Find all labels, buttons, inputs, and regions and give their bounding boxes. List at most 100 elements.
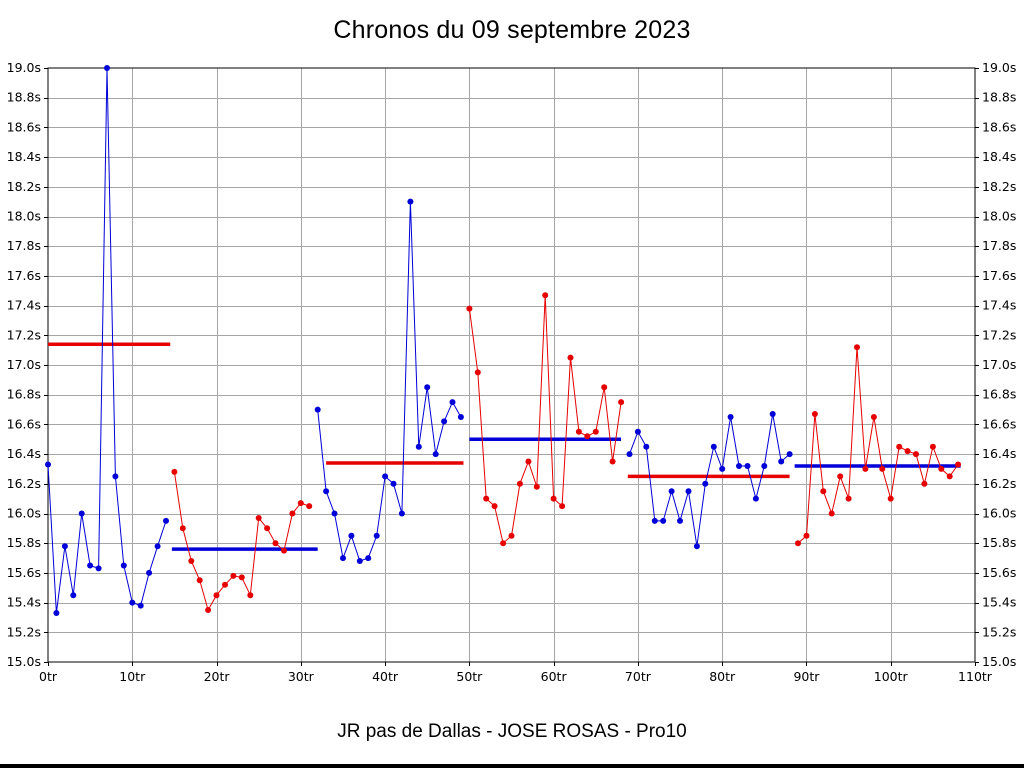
lap-point bbox=[702, 480, 709, 487]
x-tick-label: 40tr bbox=[372, 669, 399, 684]
lap-point bbox=[921, 480, 928, 487]
x-tick-label: 10tr bbox=[119, 669, 146, 684]
lap-point bbox=[340, 555, 346, 562]
lap-point bbox=[525, 458, 532, 465]
y-tick-label-left: 15.6s bbox=[7, 565, 41, 580]
lap-point bbox=[415, 443, 422, 450]
axis-ticks bbox=[44, 68, 979, 666]
lap-point bbox=[45, 461, 51, 468]
y-tick-label-right: 16.0s bbox=[982, 506, 1016, 521]
x-tick-label: 110tr bbox=[958, 669, 993, 684]
lap-point bbox=[904, 448, 911, 455]
lap-point bbox=[719, 465, 726, 472]
y-tick-label-right: 16.8s bbox=[982, 387, 1016, 402]
lap-point bbox=[70, 592, 77, 599]
lap-point bbox=[87, 562, 94, 569]
y-tick-label-left: 18.0s bbox=[7, 209, 41, 224]
x-tick-label: 50tr bbox=[456, 669, 483, 684]
lap-point bbox=[601, 384, 608, 391]
x-tick-label: 0tr bbox=[39, 669, 58, 684]
lap-point bbox=[365, 555, 372, 562]
lap-point bbox=[407, 198, 414, 205]
y-tick-label-right: 16.4s bbox=[982, 446, 1016, 461]
lap-point bbox=[289, 510, 296, 517]
lap-point bbox=[693, 543, 700, 550]
y-tick-label-left: 18.8s bbox=[7, 90, 41, 105]
x-tick-label: 90tr bbox=[793, 669, 820, 684]
lap-point bbox=[491, 503, 498, 510]
lap-point bbox=[668, 488, 675, 495]
y-tick-label-left: 15.2s bbox=[7, 624, 41, 639]
lap-point bbox=[896, 443, 903, 450]
series-segment-5 bbox=[626, 411, 793, 550]
lap-point bbox=[744, 463, 751, 469]
lap-point bbox=[78, 510, 85, 517]
y-tick-label-right: 15.4s bbox=[982, 595, 1016, 610]
lap-point bbox=[913, 451, 919, 458]
y-tick-label-right: 17.4s bbox=[982, 298, 1016, 313]
lap-point bbox=[238, 574, 245, 581]
lap-point bbox=[508, 532, 515, 539]
y-tick-label-right: 15.2s bbox=[982, 624, 1016, 639]
lap-point bbox=[61, 543, 68, 550]
x-tick-label: 70tr bbox=[625, 669, 652, 684]
lap-point bbox=[955, 461, 962, 468]
average-lines bbox=[48, 342, 961, 551]
lap-point bbox=[104, 65, 110, 71]
y-tick-label-right: 17.2s bbox=[982, 327, 1016, 342]
lap-point bbox=[500, 540, 507, 547]
lap-point bbox=[634, 428, 641, 435]
y-tick-label-left: 16.2s bbox=[7, 476, 41, 491]
lap-point bbox=[306, 503, 313, 510]
y-tick-label-right: 17.0s bbox=[982, 357, 1016, 372]
y-tick-label-right: 18.8s bbox=[982, 90, 1016, 105]
lap-point bbox=[854, 344, 860, 351]
y-tick-label-right: 15.6s bbox=[982, 565, 1016, 580]
axis-labels: 15.0s 15.0s 15.2s 15.2s 15.4s 15.4s 15.6s 15.6s… bbox=[7, 60, 1017, 684]
lap-point bbox=[736, 463, 742, 469]
lap-point bbox=[592, 428, 599, 435]
lap-point bbox=[879, 465, 886, 472]
lap-point bbox=[373, 532, 380, 539]
grid-lines bbox=[48, 68, 975, 662]
lap-point bbox=[247, 592, 254, 599]
lap-point bbox=[584, 433, 591, 440]
lap-point bbox=[786, 451, 793, 458]
y-tick-label-left: 17.4s bbox=[7, 298, 41, 313]
lap-point bbox=[626, 451, 633, 458]
lap-point bbox=[752, 495, 759, 502]
lap-point bbox=[188, 558, 195, 564]
lap-point bbox=[163, 517, 169, 524]
y-tick-label-right: 18.4s bbox=[982, 149, 1016, 164]
lap-point bbox=[710, 443, 717, 450]
lap-point bbox=[146, 569, 153, 576]
y-tick-label-right: 19.0s bbox=[982, 60, 1016, 75]
y-tick-label-left: 16.8s bbox=[7, 387, 41, 402]
y-tick-label-right: 15.8s bbox=[982, 535, 1016, 550]
y-tick-label-left: 17.6s bbox=[7, 268, 41, 283]
lap-point bbox=[887, 495, 894, 502]
lap-point bbox=[811, 411, 818, 417]
lap-point bbox=[398, 510, 405, 517]
lap-point bbox=[862, 465, 869, 472]
lap-point bbox=[213, 592, 220, 599]
lap-point bbox=[938, 465, 945, 472]
y-tick-label-right: 18.6s bbox=[982, 119, 1016, 134]
lap-point bbox=[297, 500, 304, 507]
lap-point bbox=[390, 480, 397, 487]
lap-point bbox=[727, 414, 734, 420]
lap-point bbox=[272, 540, 279, 547]
lap-point bbox=[171, 468, 178, 475]
y-tick-label-left: 15.0s bbox=[7, 654, 41, 669]
lap-point bbox=[820, 488, 827, 495]
y-tick-label-left: 19.0s bbox=[7, 60, 41, 75]
lap-point bbox=[516, 480, 523, 487]
y-tick-label-left: 17.2s bbox=[7, 327, 41, 342]
y-tick-label-right: 17.8s bbox=[982, 238, 1016, 253]
series-segment-4 bbox=[466, 292, 625, 547]
lap-point bbox=[643, 443, 650, 450]
lap-point bbox=[870, 414, 877, 420]
lap-point bbox=[651, 517, 658, 524]
